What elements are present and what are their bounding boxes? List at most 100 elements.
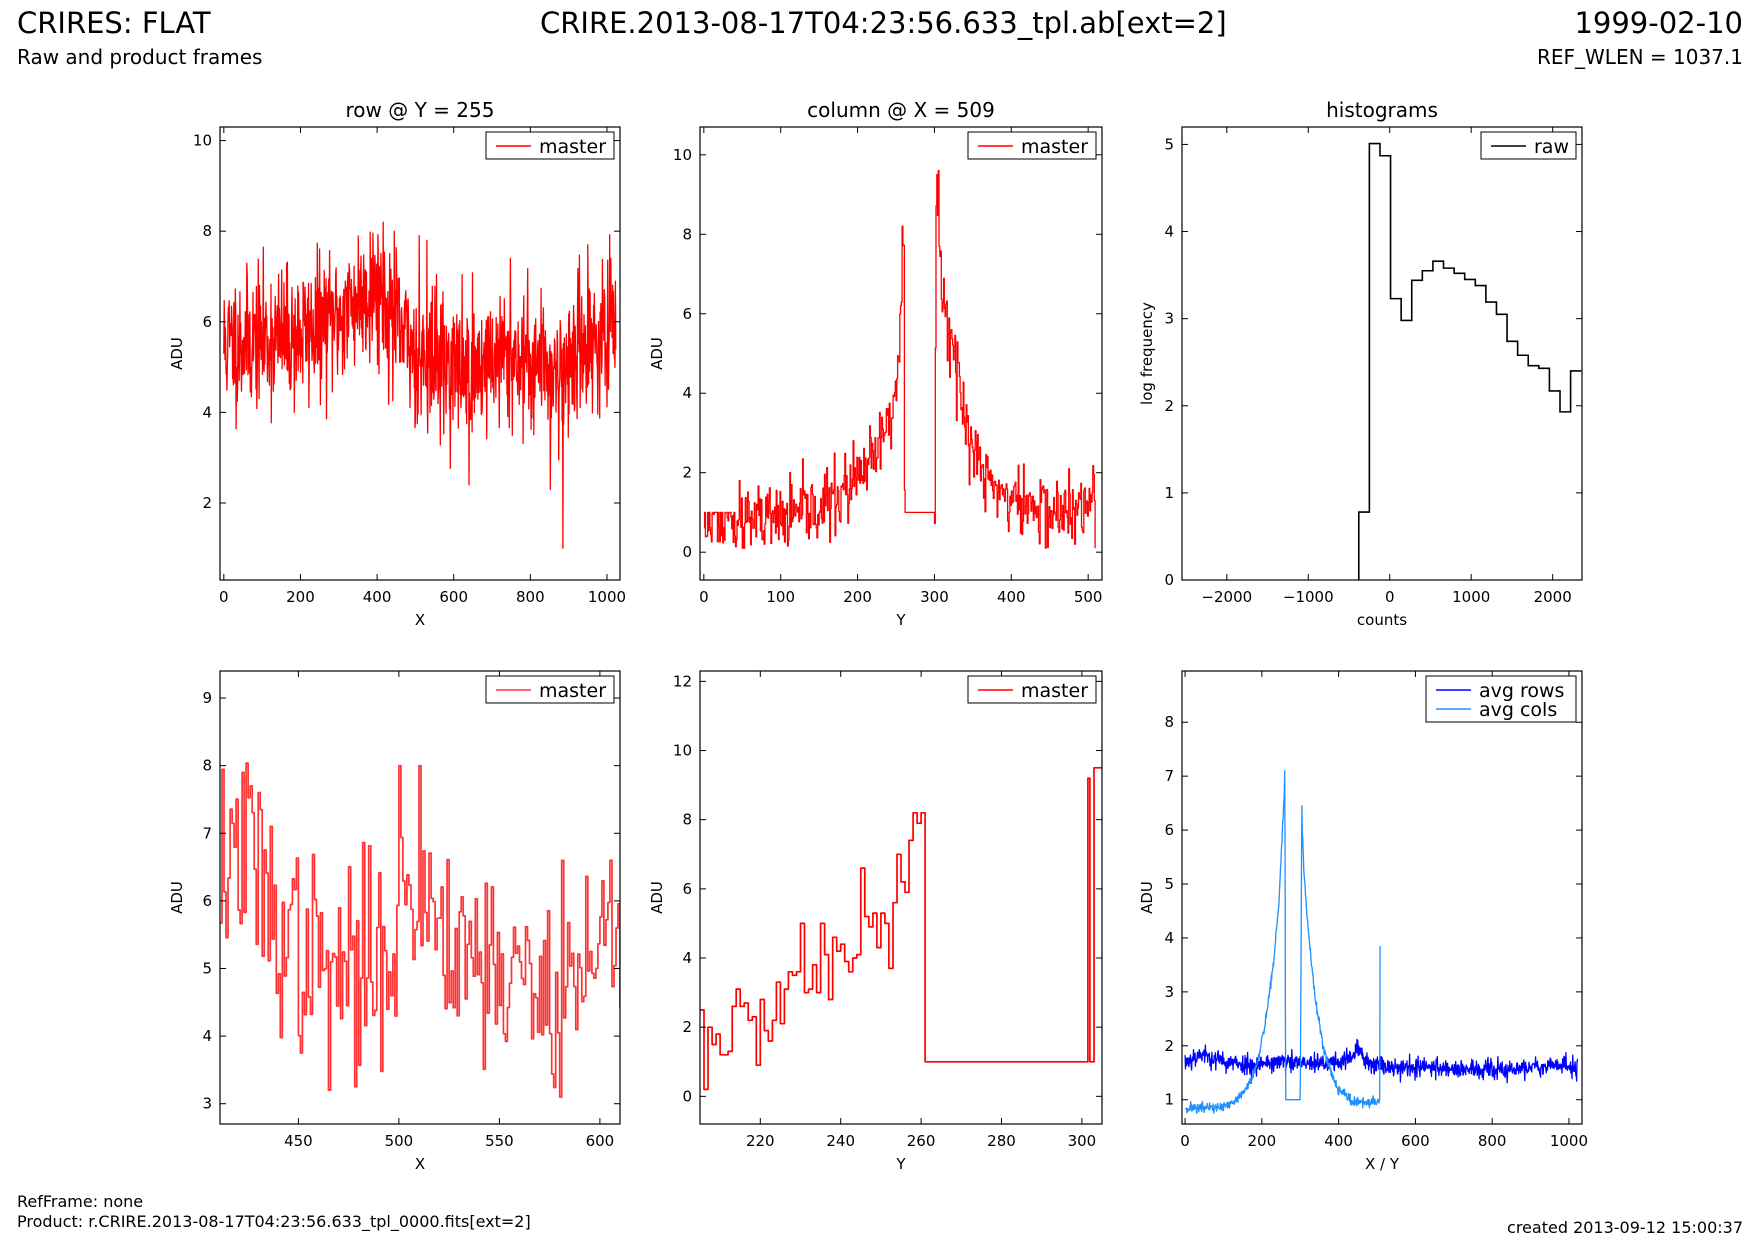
y-tick-label: 1 [1164,1091,1174,1109]
footer-product: Product: r.CRIRE.2013-08-17T04:23:56.633… [17,1212,531,1231]
chart-row-zoom: 450 500 550 600 3 4 5 6 7 8 9 X ADU master [168,670,621,1173]
x-tick-label: 400 [363,588,392,606]
x-tick-label: 600 [586,1132,615,1150]
footer-ref-frame: RefFrame: none [17,1192,144,1211]
x-tick-label: 280 [987,1132,1016,1150]
x-tick-label: 600 [1401,1132,1430,1150]
x-tick-label: 0 [699,588,709,606]
x-tick-label: 240 [826,1132,855,1150]
file-title: CRIRE.2013-08-17T04:23:56.633_tpl.ab[ext… [540,6,1227,40]
legend: master [967,675,1097,704]
y-tick-label: 8 [1164,713,1174,731]
x-tick-label: 1000 [1550,1132,1588,1150]
y-tick-label: 2 [682,464,692,482]
y-tick-label: 2 [682,1018,692,1036]
y-tick-label: 10 [193,132,212,150]
x-tick-label: 300 [1068,1132,1097,1150]
y-tick-label: 6 [682,880,692,898]
y-tick-label: 8 [682,225,692,243]
chart-column-zoom: 220 240 260 280 300 0 2 4 6 8 10 12 Y ADU master [648,670,1103,1173]
chart-averages: 0 200 400 600 800 1000 1 2 3 4 5 6 7 8 X / Y ADU avg row… [1138,670,1588,1173]
x-axis-label: Y [895,1155,906,1173]
y-tick-label: 8 [202,222,212,240]
y-tick-label: 7 [202,824,212,842]
chart-histograms: −2000 −1000 0 1000 2000 0 1 2 3 4 5 histograms count… [1138,98,1583,629]
y-tick-label: 6 [1164,821,1174,839]
plot-area [700,766,1102,1091]
legend: master [967,131,1097,160]
series-master [703,170,1096,549]
plot-frame [699,670,1103,1125]
x-tick-label: 0 [1180,1132,1190,1150]
legend-label: avg rows [1479,680,1564,702]
x-tick-label: 450 [284,1132,313,1150]
y-tick-label: 0 [682,1087,692,1105]
legend-label: master [1021,136,1088,158]
x-tick-label: 1000 [1452,588,1490,606]
legend-label: raw [1534,136,1569,158]
x-tick-label: 800 [516,588,545,606]
x-tick-label: 200 [843,588,872,606]
x-tick-label: 500 [385,1132,414,1150]
x-axis-label: X / Y [1365,1155,1400,1173]
y-tick-label: 5 [202,959,212,977]
x-tick-label: 550 [485,1132,514,1150]
plot-frame [1181,670,1583,1125]
x-axis-label: counts [1357,611,1407,629]
plot-area [1184,770,1579,1114]
x-tick-label: 0 [1385,588,1395,606]
date-label: 1999-02-10 [1574,6,1743,40]
y-tick-label: 7 [1164,767,1174,785]
chart-row-full: 0 200 400 600 800 1000 2 4 6 8 10 row @ Y = 255 X ADU… [168,98,626,629]
y-tick-label: 0 [1164,571,1174,589]
y-tick-label: 9 [202,689,212,707]
x-tick-label: 220 [746,1132,775,1150]
x-tick-label: 1000 [588,588,626,606]
y-tick-label: 1 [1164,484,1174,502]
y-tick-label: 3 [1164,983,1174,1001]
y-tick-label: 4 [682,384,692,402]
series-avg-rows [1184,1038,1579,1084]
chart-column-full: 0 100 200 300 400 500 0 2 4 6 8 10 column @ X = 509 Y… [648,98,1103,629]
footer-created: created 2013-09-12 15:00:37 [1507,1218,1743,1237]
y-tick-label: 3 [202,1095,212,1113]
y-tick-label: 8 [202,757,212,775]
ref-wlen-label: REF_WLEN = 1037.1 [1536,45,1743,69]
y-axis-label: log frequency [1138,302,1156,405]
x-tick-label: 0 [219,588,229,606]
x-tick-label: 400 [1324,1132,1353,1150]
x-tick-label: 600 [439,588,468,606]
x-tick-label: 100 [766,588,795,606]
y-tick-label: 4 [202,1027,212,1045]
x-axis-label: Y [895,611,906,629]
x-axis-label: X [415,611,425,629]
y-tick-label: 2 [202,494,212,512]
legend-label: master [539,136,606,158]
x-tick-label: 260 [907,1132,936,1150]
series-master [700,766,1102,1091]
y-tick-label: 4 [1164,929,1174,947]
x-tick-label: 500 [1074,588,1103,606]
x-tick-label: 200 [1248,1132,1277,1150]
y-tick-label: 12 [673,672,692,690]
x-tick-label: −2000 [1201,588,1252,606]
plot-area [223,221,617,549]
plot-area [703,170,1096,549]
page-title: CRIRES: FLAT [17,6,211,40]
plot-frame [219,126,621,581]
legend-box [1425,675,1577,723]
y-tick-label: 3 [1164,310,1174,328]
x-tick-label: 200 [286,588,315,606]
x-tick-label: 300 [920,588,949,606]
y-axis-label: ADU [1138,881,1156,914]
plot-area [1357,142,1582,580]
plot-frame [1181,126,1583,581]
y-tick-label: 8 [682,811,692,829]
legend-label: master [539,680,606,702]
y-tick-label: 10 [673,742,692,760]
legend-label: avg cols [1479,699,1557,721]
y-axis-label: ADU [168,881,186,914]
y-tick-label: 0 [682,543,692,561]
y-axis-label: ADU [168,337,186,370]
